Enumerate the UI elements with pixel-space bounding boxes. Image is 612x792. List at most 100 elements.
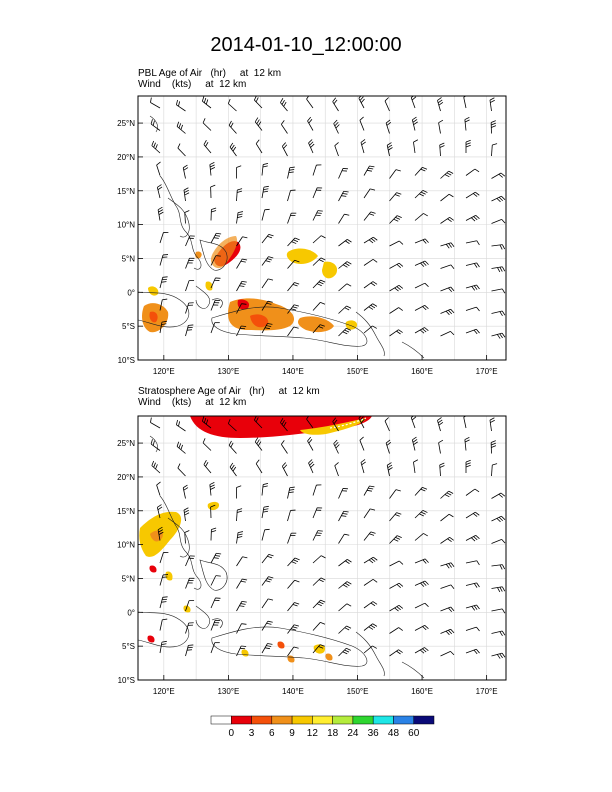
wind-barb	[229, 142, 237, 157]
lon-tick-label: 140°E	[282, 687, 304, 696]
lat-tick-label: 10°N	[117, 541, 135, 550]
wind-barb	[261, 482, 269, 496]
wind-barb	[287, 326, 299, 337]
wind-barb	[389, 307, 403, 314]
lon-tick-label: 170°E	[476, 687, 498, 696]
colorbar-swatch	[413, 715, 435, 725]
wind-barb	[363, 508, 376, 519]
wind-barb	[312, 235, 326, 244]
wind-barb	[287, 579, 300, 589]
wind-barb	[261, 576, 274, 586]
colorbar-swatch	[393, 715, 414, 725]
wind-barb	[414, 533, 428, 541]
colorbar-label: 9	[289, 728, 295, 739]
wind-barb	[384, 97, 390, 112]
wind-barb	[236, 508, 243, 522]
wind-barb	[491, 652, 506, 659]
wind-barb	[465, 511, 480, 519]
wind-barb	[440, 286, 455, 292]
panel2-shading	[139, 416, 372, 663]
wind-barb	[185, 555, 195, 567]
wind-barb	[150, 97, 161, 109]
wind-barb	[414, 213, 428, 221]
wind-barb	[465, 582, 480, 588]
wind-barb	[210, 527, 217, 541]
lon-tick-label: 130°E	[217, 687, 239, 696]
wind-barb	[312, 644, 325, 654]
wind-barb	[236, 236, 248, 247]
wind-barb	[465, 626, 480, 632]
lon-tick-label: 150°E	[347, 687, 369, 696]
wind-barb	[210, 277, 221, 289]
panel2-map: 25°N 20°N 15°N 10°N 5°N 0° 5°S 10°S 120°E 130°E 14…	[117, 415, 507, 696]
wind-barb	[312, 187, 323, 199]
lat-tick-label: 20°N	[117, 153, 135, 162]
wind-barb	[287, 624, 300, 634]
panel1-title-line2: Wind (kts) at 12 km	[138, 79, 247, 90]
wind-barb	[389, 604, 404, 612]
lon-tick-label: 120°E	[153, 367, 175, 376]
wind-barb	[440, 537, 454, 544]
wind-barb	[236, 211, 244, 224]
wind-barb	[281, 142, 288, 157]
wind-barb	[414, 486, 428, 496]
wind-barb	[389, 192, 402, 202]
wind-barb	[491, 564, 506, 570]
wind-barb	[489, 417, 495, 432]
wind-barb	[465, 604, 480, 611]
wind-barb	[201, 96, 212, 109]
wind-barb	[363, 645, 377, 654]
wind-barb	[491, 195, 506, 203]
wind-barb	[389, 627, 403, 634]
wind-barb	[439, 142, 445, 157]
wind-barb	[338, 625, 352, 634]
wind-barb	[227, 418, 237, 432]
wind-barb	[151, 140, 161, 154]
wind-barb	[159, 231, 169, 244]
colorbar-swatch	[332, 715, 354, 725]
wind-barb	[414, 238, 429, 244]
wind-barb	[287, 237, 300, 247]
colorbar-swatch	[352, 715, 374, 725]
wind-barb	[236, 188, 243, 202]
wind-barb	[386, 142, 393, 157]
wind-barb	[307, 436, 314, 451]
wind-barb	[157, 526, 164, 541]
wind-barb	[308, 459, 315, 474]
wind-barb	[440, 217, 454, 224]
colorbar-label: 12	[306, 728, 318, 739]
wind-barb	[236, 623, 247, 634]
colorbar-label: 6	[269, 728, 275, 739]
wind-barb	[338, 647, 351, 657]
wind-barb	[261, 208, 270, 221]
wind-barb	[439, 462, 445, 477]
wind-barb	[210, 322, 220, 334]
wind-barb	[414, 282, 429, 289]
wind-barb	[150, 417, 161, 429]
wind-barb	[437, 417, 444, 432]
lon-tick-label: 150°E	[347, 367, 369, 376]
colorbar-label: 24	[347, 728, 359, 739]
wind-barb	[185, 622, 194, 634]
wind-barb	[333, 439, 340, 454]
wind-barb	[389, 512, 402, 522]
lat-tick-label: 5°S	[122, 642, 135, 651]
wind-barb	[338, 488, 348, 499]
wind-barb	[261, 185, 269, 199]
wind-barb	[261, 620, 273, 631]
wind-barb	[465, 560, 480, 566]
wind-barb	[414, 189, 428, 199]
wind-barb	[308, 139, 315, 154]
wind-barb	[440, 650, 455, 657]
panel2-title-line1: Stratosphere Age of Air (hr) at 12 km	[138, 386, 320, 397]
wind-barb	[491, 310, 506, 316]
wind-barb	[287, 189, 296, 202]
wind-barb	[203, 140, 212, 154]
panel2-axis-ticks: 25°N 20°N 15°N 10°N 5°N 0° 5°S 10°S 120°E 130°E 14…	[117, 439, 497, 696]
wind-barb	[338, 603, 352, 612]
wind-barb	[312, 530, 323, 541]
wind-barb	[210, 299, 221, 311]
wind-barb	[363, 531, 376, 541]
wind-barb	[491, 172, 506, 179]
